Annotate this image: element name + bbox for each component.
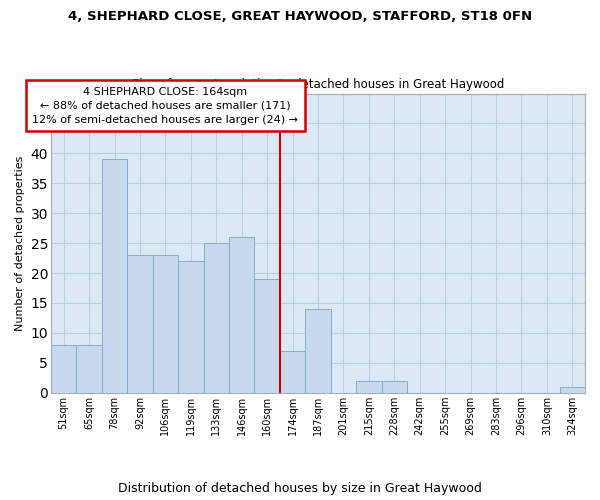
- Text: Distribution of detached houses by size in Great Haywood: Distribution of detached houses by size …: [118, 482, 482, 495]
- Text: 4, SHEPHARD CLOSE, GREAT HAYWOOD, STAFFORD, ST18 0FN: 4, SHEPHARD CLOSE, GREAT HAYWOOD, STAFFO…: [68, 10, 532, 23]
- Bar: [127, 255, 152, 392]
- Bar: [203, 243, 229, 392]
- Bar: [305, 309, 331, 392]
- Bar: [229, 237, 254, 392]
- Title: Size of property relative to detached houses in Great Haywood: Size of property relative to detached ho…: [132, 78, 504, 91]
- Bar: [560, 386, 585, 392]
- Text: 4 SHEPHARD CLOSE: 164sqm
← 88% of detached houses are smaller (171)
12% of semi-: 4 SHEPHARD CLOSE: 164sqm ← 88% of detach…: [32, 86, 298, 124]
- Bar: [76, 345, 102, 393]
- Bar: [178, 261, 203, 392]
- Y-axis label: Number of detached properties: Number of detached properties: [15, 156, 25, 331]
- Bar: [254, 279, 280, 392]
- Bar: [280, 351, 305, 393]
- Bar: [356, 381, 382, 392]
- Bar: [382, 381, 407, 392]
- Bar: [102, 160, 127, 392]
- Bar: [152, 255, 178, 392]
- Bar: [51, 345, 76, 393]
